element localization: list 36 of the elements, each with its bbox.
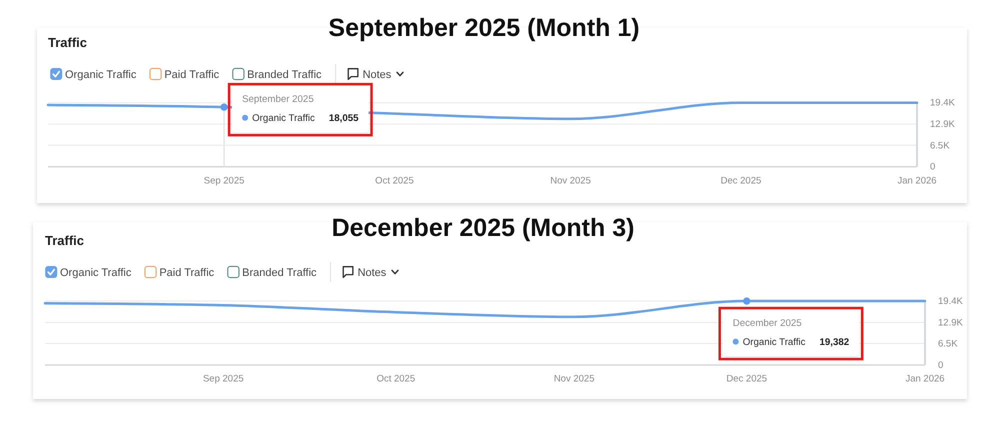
annotation: December 2025 — [732, 318, 802, 330]
y-tick-label: 19.4K — [930, 98, 956, 109]
annotation: September 2025 — [242, 94, 314, 106]
y-tick-label: 0 — [938, 360, 944, 372]
x-tick-label: Sep 2025 — [204, 175, 244, 186]
legend-label: Branded Traffic — [247, 68, 322, 81]
legend-label: Organic Traffic — [65, 68, 137, 81]
text: Notes — [362, 68, 392, 81]
x-tick-label: Oct 2025 — [376, 374, 416, 385]
y-tick-label: 6.5K — [930, 140, 950, 152]
text: Notes — [358, 266, 387, 279]
x-tick-label: Nov 2025 — [550, 175, 591, 186]
chart-subtitle: Traffic — [45, 233, 84, 248]
x-tick-label: Jan 2026 — [905, 374, 945, 385]
x-tick-label: Oct 2025 — [375, 175, 414, 186]
x-tick-label: Sep 2025 — [202, 374, 244, 385]
y-tick-label: 6.5K — [938, 338, 958, 350]
x-tick-label: Dec 2025 — [726, 374, 768, 385]
annotation: 19,382 — [820, 337, 850, 348]
y-tick-label: 19.4K — [938, 296, 964, 308]
legend-label: Organic Traffic — [60, 266, 132, 279]
chart-title: December 2025 (Month 3) — [332, 214, 634, 242]
chart-subtitle: Traffic — [48, 35, 88, 50]
y-tick-label: 12.9K — [938, 317, 964, 328]
legend-label: Paid Traffic — [164, 68, 220, 81]
x-tick-label: Nov 2025 — [554, 374, 594, 385]
y-tick-label: 12.9K — [930, 119, 956, 130]
y-tick-label: 0 — [930, 162, 936, 173]
annotation: Organic Traffic — [252, 113, 316, 124]
x-tick-label: Dec 2025 — [720, 175, 762, 186]
chart-title: September 2025 (Month 1) — [328, 14, 640, 42]
annotation: Organic Traffic — [742, 337, 806, 348]
legend-label: Paid Traffic — [159, 266, 215, 279]
x-tick-label: Jan 2026 — [897, 175, 937, 186]
annotation: 18,055 — [328, 113, 360, 124]
legend-label: Branded Traffic — [242, 266, 318, 279]
